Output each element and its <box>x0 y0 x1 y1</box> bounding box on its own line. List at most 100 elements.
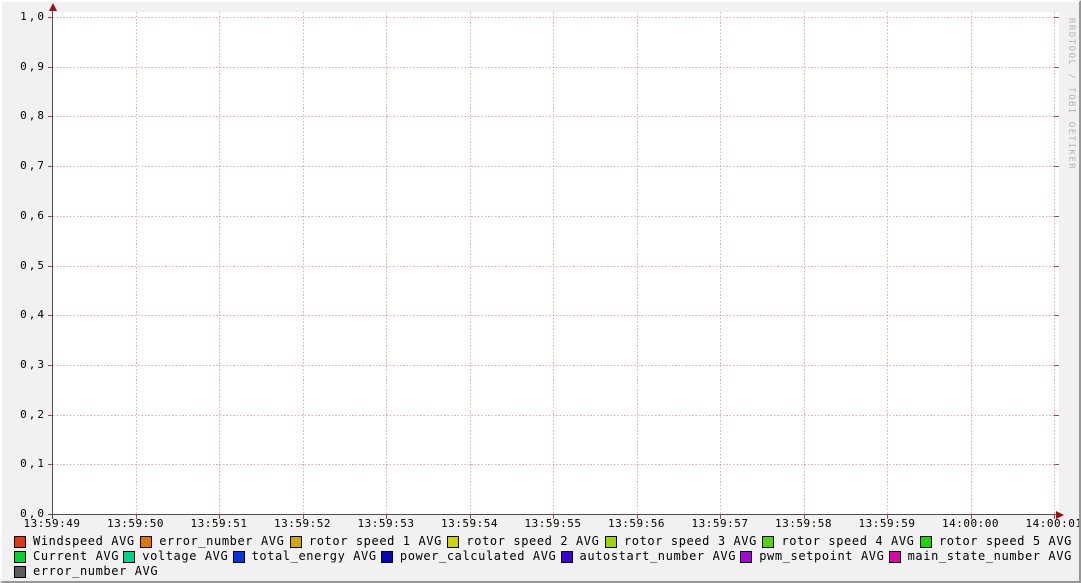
y-tick-label: 0,3 <box>20 357 46 371</box>
v-gridline <box>469 12 471 514</box>
h-gridline <box>53 315 1059 317</box>
v-gridline <box>803 12 805 514</box>
x-tick-bottom <box>302 515 304 519</box>
y-tick-right <box>1054 116 1059 118</box>
y-axis-arrow-icon <box>48 3 57 11</box>
legend-label: pwm_setpoint AVG <box>759 549 885 563</box>
legend-color-swatch-icon <box>919 535 932 548</box>
x-tick-bottom <box>469 515 471 519</box>
v-gridline <box>887 12 888 514</box>
legend-item: error_number AVG <box>140 534 284 549</box>
legend-label: rotor speed 2 AVG <box>466 534 600 548</box>
y-tick-left <box>48 66 53 68</box>
legend-color-swatch-icon <box>14 565 26 578</box>
legend-label: rotor speed 1 AVG <box>308 534 442 548</box>
h-gridline <box>53 66 1059 68</box>
legend-label: Current AVG <box>33 549 120 563</box>
y-tick-right <box>1054 315 1059 317</box>
legend-row: error_number AVG <box>14 564 1072 579</box>
x-tick-bottom <box>1054 515 1055 519</box>
x-tick-label: 13:59:58 <box>775 517 832 530</box>
x-tick-label: 13:59:56 <box>608 517 665 530</box>
legend-label: total_energy AVG <box>251 549 377 563</box>
legend-label: rotor speed 5 AVG <box>938 534 1072 548</box>
v-gridline <box>135 12 137 514</box>
x-tick-label: 13:59:51 <box>190 517 248 530</box>
y-tick-left <box>48 17 53 18</box>
legend-color-swatch-icon <box>289 535 302 548</box>
legend-color-swatch-icon <box>123 550 136 563</box>
h-gridline <box>53 17 1059 18</box>
y-axis-line <box>52 10 53 519</box>
y-tick-left <box>48 464 53 466</box>
v-gridline <box>386 12 387 514</box>
legend-color-swatch-icon <box>604 535 617 548</box>
x-tick-label: 13:59:50 <box>107 517 164 530</box>
legend-color-swatch-icon <box>762 535 775 548</box>
legend-label: main_state_number AVG <box>907 549 1072 563</box>
legend: Windspeed AVG error_number AVG rotor speed… <box>14 534 1072 579</box>
h-gridline <box>53 364 1059 366</box>
legend-row: Current AVG voltage AVG total_energy AVG po… <box>14 549 1072 564</box>
x-tick-bottom <box>386 515 387 519</box>
v-gridline <box>720 12 721 514</box>
h-gridline <box>53 166 1059 168</box>
y-tick-left <box>48 116 53 118</box>
y-tick-label: 0,1 <box>20 457 46 471</box>
v-gridline <box>970 12 972 514</box>
legend-item: rotor speed 3 AVG <box>604 534 757 549</box>
legend-label: rotor speed 4 AVG <box>781 534 915 548</box>
y-tick-label: 0,4 <box>20 308 46 322</box>
x-tick-label: 13:59:53 <box>357 517 415 530</box>
v-gridline <box>219 12 220 514</box>
x-tick-label: 13:59:54 <box>441 517 498 530</box>
y-tick-left <box>48 265 53 267</box>
legend-color-swatch-icon <box>560 550 573 563</box>
plot-area <box>53 12 1059 515</box>
y-tick-right <box>1054 66 1059 68</box>
legend-label: error_number AVG <box>33 564 159 578</box>
v-gridline <box>636 12 638 514</box>
legend-item: power_calculated AVG <box>380 549 557 564</box>
x-tick-label: 13:59:52 <box>274 517 331 530</box>
h-gridline <box>53 464 1059 466</box>
legend-item: error_number AVG <box>14 564 158 579</box>
y-tick-right <box>1054 215 1059 217</box>
h-gridline <box>53 265 1059 267</box>
x-tick-label: 13:59:59 <box>858 517 916 530</box>
legend-label: power_calculated AVG <box>399 549 557 563</box>
y-tick-left <box>48 166 53 168</box>
legend-color-swatch-icon <box>14 535 26 548</box>
y-tick-right <box>1054 166 1059 168</box>
y-tick-label: 0,6 <box>20 208 46 222</box>
legend-item: Windspeed AVG <box>14 534 135 549</box>
y-tick-label: 1,0 <box>20 10 46 23</box>
x-tick-bottom <box>720 515 721 519</box>
legend-color-swatch-icon <box>380 550 393 563</box>
legend-label: Windspeed AVG <box>33 534 135 548</box>
x-tick-bottom <box>887 515 888 519</box>
legend-label: error_number AVG <box>159 534 285 548</box>
x-tick-bottom <box>135 515 137 519</box>
x-tick-label: 13:59:55 <box>524 517 582 530</box>
x-tick-bottom <box>636 515 638 519</box>
y-tick-label: 0,2 <box>20 407 46 421</box>
v-gridline <box>302 12 304 514</box>
h-gridline <box>53 414 1059 416</box>
x-tick-bottom <box>970 515 972 519</box>
legend-item: voltage AVG <box>123 549 228 564</box>
y-tick-right <box>1054 464 1059 466</box>
y-tick-right <box>1054 414 1059 416</box>
legend-color-swatch-icon <box>740 550 753 563</box>
h-gridline <box>53 116 1059 118</box>
h-gridline <box>53 215 1059 217</box>
y-tick-right <box>1054 265 1059 267</box>
x-tick-bottom <box>553 515 554 519</box>
legend-label: autostart_number AVG <box>579 549 737 563</box>
y-tick-right <box>1054 364 1059 366</box>
y-tick-label: 0,0 <box>20 507 46 520</box>
y-tick-label: 0,8 <box>20 109 46 123</box>
watermark-text: RRDTOOL / TOBI OETIKER <box>1066 18 1076 171</box>
legend-label: voltage AVG <box>142 549 229 563</box>
